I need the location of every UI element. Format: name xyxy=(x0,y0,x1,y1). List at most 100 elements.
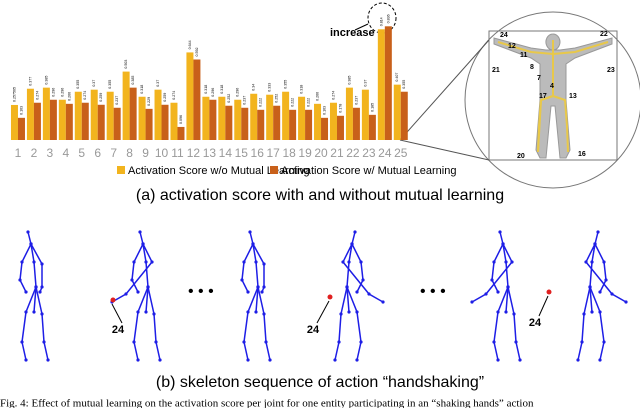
value-label: 0.296 xyxy=(236,88,240,97)
joint xyxy=(359,340,363,344)
joint-label: 4 xyxy=(550,83,554,90)
joint xyxy=(144,310,148,314)
annotation: increase xyxy=(330,27,375,39)
bar xyxy=(345,87,353,140)
joint xyxy=(610,292,614,296)
bar xyxy=(273,105,281,140)
x-tick-label: 5 xyxy=(78,146,85,160)
value-label: 0.237 xyxy=(354,96,358,105)
value-label: 0.377 xyxy=(28,77,32,86)
joint xyxy=(32,310,36,314)
bone xyxy=(147,286,161,361)
value-label: 0.257565 xyxy=(12,87,16,102)
bone xyxy=(346,286,362,361)
joint-label: 24 xyxy=(500,32,508,39)
bone xyxy=(21,286,37,361)
bone xyxy=(351,243,364,293)
bone xyxy=(241,243,254,293)
value-label: 0.222 xyxy=(307,98,311,107)
bar xyxy=(145,108,153,140)
joint xyxy=(38,290,42,294)
bone xyxy=(594,243,607,293)
joint xyxy=(132,340,136,344)
joint xyxy=(158,358,162,362)
joint xyxy=(355,310,359,314)
joint xyxy=(141,242,145,246)
bar xyxy=(186,52,194,140)
legend-swatch xyxy=(117,166,125,174)
figure-caption: Fig. 4: Effect of mutual learning on the… xyxy=(0,398,534,408)
joint xyxy=(353,230,357,234)
bar xyxy=(106,91,114,140)
joint xyxy=(154,340,158,344)
legend-swatch xyxy=(270,166,278,174)
joint xyxy=(355,358,359,362)
value-label: 0.266 xyxy=(67,92,71,101)
x-tick-label: 1 xyxy=(15,146,22,160)
joint xyxy=(24,358,28,362)
joint xyxy=(580,340,584,344)
x-tick-label: 6 xyxy=(94,146,101,160)
bar xyxy=(234,99,242,140)
joint xyxy=(496,310,500,314)
x-tick-label: 3 xyxy=(47,146,54,160)
joint xyxy=(492,340,496,344)
joint xyxy=(136,358,140,362)
x-tick-label: 22 xyxy=(346,146,360,160)
x-tick-label: 14 xyxy=(219,146,233,160)
bar xyxy=(81,102,89,140)
body-diagram xyxy=(399,11,640,189)
x-tick-label: 7 xyxy=(110,146,117,160)
x-tick-label: 13 xyxy=(203,146,217,160)
joint xyxy=(26,230,30,234)
bone xyxy=(471,243,513,303)
bar xyxy=(361,89,369,140)
value-label: 0.385 xyxy=(347,76,351,85)
bar xyxy=(17,117,25,140)
x-tick-label: 4 xyxy=(62,146,69,160)
value-label: 0.355 xyxy=(284,80,288,89)
value-label: 0.333 xyxy=(268,83,272,92)
joint xyxy=(24,310,28,314)
bar xyxy=(257,109,265,140)
joint xyxy=(146,285,150,289)
joint xyxy=(240,278,244,282)
x-tick-label: 18 xyxy=(282,146,296,160)
value-label: 0.274 xyxy=(83,91,87,100)
value-label: 0.163 xyxy=(322,106,326,115)
value-label: 0.34 xyxy=(252,84,256,91)
value-label: 0.252 xyxy=(227,94,231,103)
value-label: 0.355 xyxy=(76,80,80,89)
joint xyxy=(355,290,359,294)
joint-label: 11 xyxy=(520,52,528,59)
bar xyxy=(58,99,66,140)
value-label: 0.259 xyxy=(99,93,103,102)
value-label: 0.318 xyxy=(204,85,208,94)
bar xyxy=(154,89,162,140)
joint xyxy=(150,260,154,264)
joint xyxy=(251,242,255,246)
bar xyxy=(393,84,401,140)
joint xyxy=(144,260,148,264)
skeleton xyxy=(240,230,272,362)
joint xyxy=(518,358,522,362)
bar xyxy=(170,102,178,140)
joint xyxy=(254,260,258,264)
value-label: 0.37 xyxy=(363,80,367,87)
value-label: 0.318 xyxy=(300,85,304,94)
bar xyxy=(352,107,360,140)
value-label: 0.237 xyxy=(243,96,247,105)
bar xyxy=(384,26,392,140)
x-tick-label: 2 xyxy=(31,146,38,160)
value-label: 0.163 xyxy=(19,106,23,115)
joint-label: 12 xyxy=(508,43,516,50)
bar xyxy=(266,94,274,140)
bone xyxy=(30,243,43,293)
joint-label: 22 xyxy=(600,31,608,38)
value-label: 0.096 xyxy=(179,115,183,124)
bone xyxy=(111,243,153,303)
joint xyxy=(256,285,260,289)
bar xyxy=(225,105,233,140)
value-label: 0.355 xyxy=(402,80,406,89)
joint-label: 17 xyxy=(539,93,547,100)
